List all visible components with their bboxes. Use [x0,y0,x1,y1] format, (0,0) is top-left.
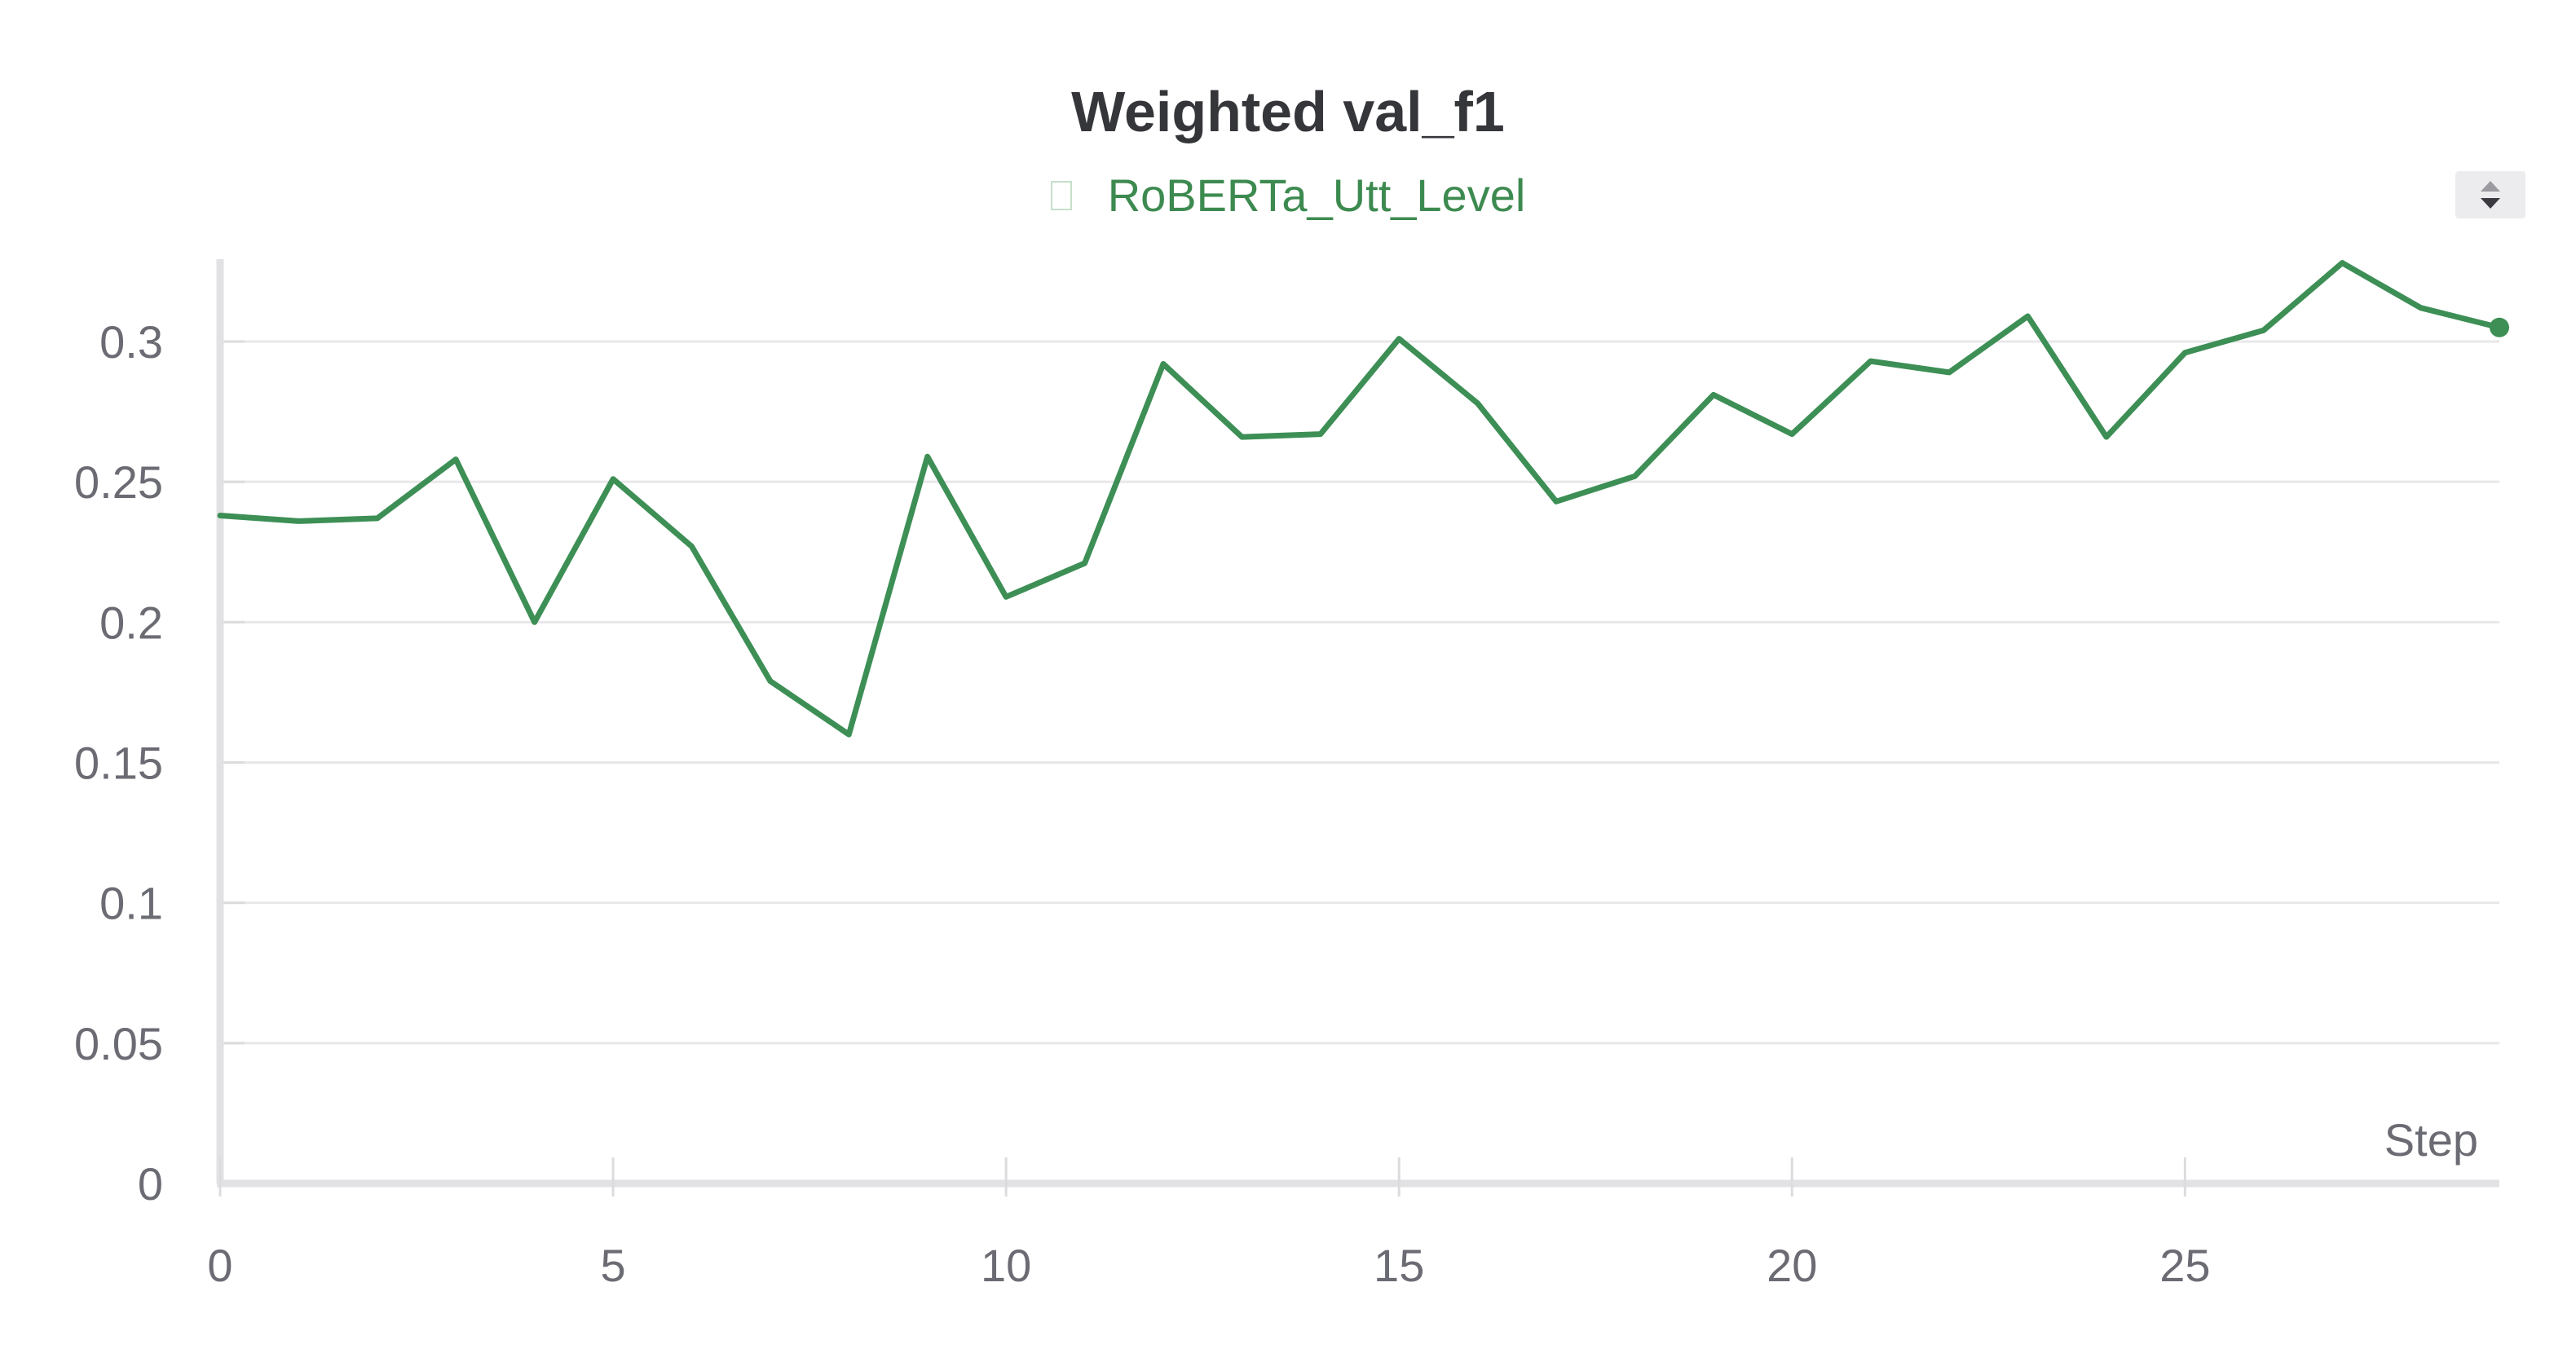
legend[interactable]: RoBERTa_Utt_Level [0,167,2576,224]
y-tick-label: 0.3 [99,316,163,368]
chart-title: Weighted val_f1 [1071,80,1505,143]
x-tick-label: 0 [207,1240,232,1291]
x-tick-label: 15 [1374,1240,1424,1291]
legend-scroll-control[interactable] [2455,171,2525,218]
x-tick-label: 25 [2159,1240,2210,1291]
y-tick-label: 0.05 [74,1018,163,1069]
y-tick-label: 0 [138,1158,163,1210]
series-line [217,260,2503,738]
x-axis-label: Step [2384,1114,2478,1166]
x-tick-label: 10 [981,1240,1031,1291]
y-tick-label: 0.1 [99,878,163,929]
y-tick-label: 0.15 [74,738,163,789]
x-tick-label: 5 [600,1240,625,1291]
data-point [2490,317,2509,337]
y-tick-label: 0.25 [74,456,163,508]
y-tick-label: 0.2 [99,597,163,648]
x-tick-label: 20 [1767,1240,1817,1291]
legend-label: RoBERTa_Utt_Level [1107,170,1526,221]
legend-swatch-icon [1050,181,1072,210]
up-down-arrows-icon [2481,181,2500,209]
